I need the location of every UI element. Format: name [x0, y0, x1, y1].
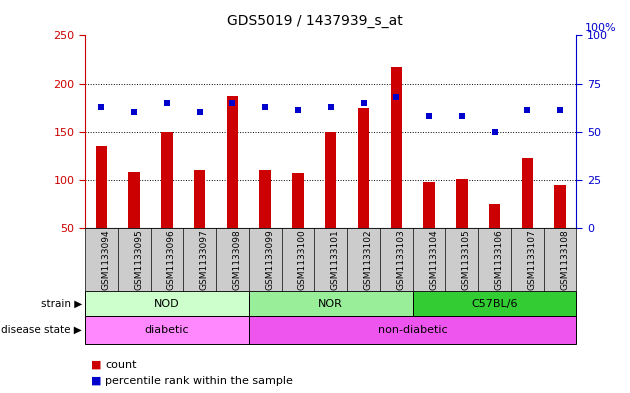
Text: GSM1133094: GSM1133094 [101, 229, 110, 290]
Bar [161, 132, 173, 228]
Bar [358, 108, 369, 228]
Text: GSM1133096: GSM1133096 [167, 229, 176, 290]
Text: GSM1133098: GSM1133098 [232, 229, 241, 290]
Text: GSM1133100: GSM1133100 [298, 229, 307, 290]
Text: strain ▶: strain ▶ [41, 299, 82, 309]
Text: disease state ▶: disease state ▶ [1, 325, 82, 335]
Text: GSM1133104: GSM1133104 [429, 229, 438, 290]
Text: non-diabetic: non-diabetic [378, 325, 447, 335]
Bar [489, 204, 500, 228]
Bar [227, 96, 238, 228]
Text: GSM1133097: GSM1133097 [200, 229, 209, 290]
Bar [554, 185, 566, 228]
Text: GSM1133108: GSM1133108 [560, 229, 569, 290]
Bar [260, 170, 271, 228]
Text: GDS5019 / 1437939_s_at: GDS5019 / 1437939_s_at [227, 14, 403, 28]
Bar [391, 67, 402, 228]
Bar [129, 172, 140, 228]
Text: NOR: NOR [318, 299, 343, 309]
Text: NOD: NOD [154, 299, 180, 309]
Text: GSM1133103: GSM1133103 [396, 229, 405, 290]
Text: GSM1133107: GSM1133107 [527, 229, 536, 290]
Text: 100%: 100% [585, 22, 616, 33]
Text: diabetic: diabetic [145, 325, 189, 335]
Bar [292, 173, 304, 228]
Bar [194, 170, 205, 228]
Bar [456, 179, 467, 228]
Bar [325, 132, 336, 228]
Bar [423, 182, 435, 228]
Text: GSM1133095: GSM1133095 [134, 229, 143, 290]
Text: ■: ■ [91, 376, 102, 386]
Text: GSM1133106: GSM1133106 [495, 229, 503, 290]
Bar [96, 146, 107, 228]
Text: GSM1133102: GSM1133102 [364, 229, 372, 290]
Text: GSM1133105: GSM1133105 [462, 229, 471, 290]
Text: C57BL/6: C57BL/6 [471, 299, 518, 309]
Text: ■: ■ [91, 360, 102, 369]
Text: GSM1133099: GSM1133099 [265, 229, 274, 290]
Text: GSM1133101: GSM1133101 [331, 229, 340, 290]
Bar [522, 158, 533, 228]
Text: percentile rank within the sample: percentile rank within the sample [105, 376, 293, 386]
Text: count: count [105, 360, 137, 369]
